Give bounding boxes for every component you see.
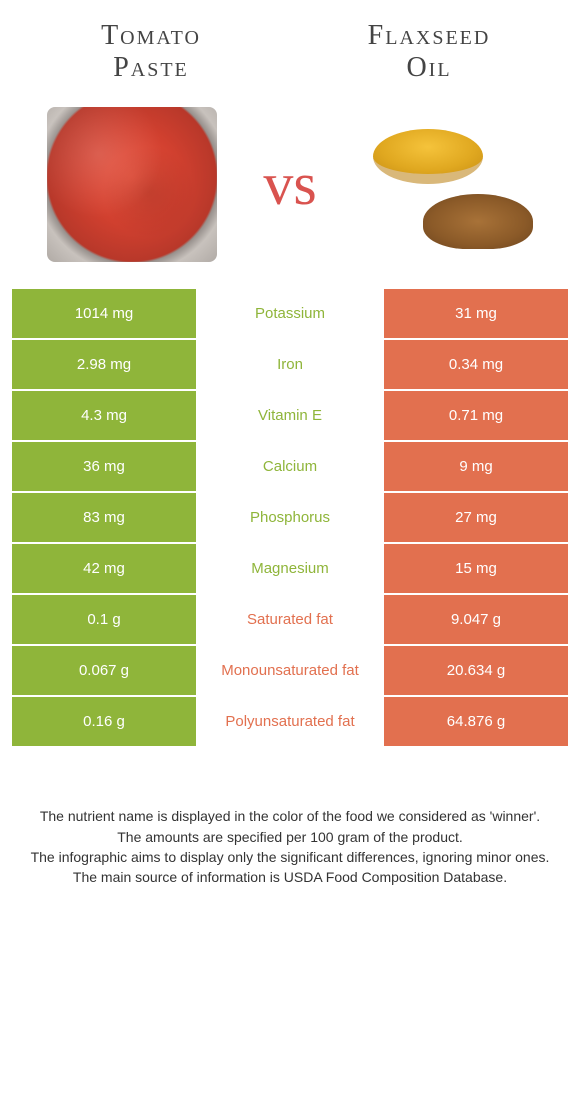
nutrient-name-cell: Potassium [198,289,382,338]
nutrient-row: 0.1 gSaturated fat9.047 g [12,595,568,644]
nutrient-name-cell: Polyunsaturated fat [198,697,382,746]
right-title-line1: Flaxseed [368,20,491,51]
nutrient-row: 83 mgPhosphorus27 mg [12,493,568,542]
nutrient-name-cell: Saturated fat [198,595,382,644]
vs-label: vs [263,150,316,219]
flaxseed-oil-icon [363,119,533,249]
right-value-cell: 0.34 mg [384,340,568,389]
nutrient-name-cell: Monounsaturated fat [198,646,382,695]
footer-line-4: The main source of information is USDA F… [22,867,558,887]
left-title-line2: Paste [113,52,189,83]
nutrient-table: 1014 mgPotassium31 mg2.98 mgIron0.34 mg4… [12,289,568,746]
header-row: Tomato Paste Flaxseed Oil [12,20,568,84]
left-value-cell: 0.067 g [12,646,196,695]
right-value-cell: 0.71 mg [384,391,568,440]
footer-line-1: The nutrient name is displayed in the co… [22,806,558,826]
nutrient-row: 36 mgCalcium9 mg [12,442,568,491]
left-value-cell: 83 mg [12,493,196,542]
left-value-cell: 1014 mg [12,289,196,338]
left-value-cell: 36 mg [12,442,196,491]
nutrient-row: 4.3 mgVitamin E0.71 mg [12,391,568,440]
right-value-cell: 9 mg [384,442,568,491]
left-food-title: Tomato Paste [12,20,290,84]
left-value-cell: 42 mg [12,544,196,593]
left-value-cell: 2.98 mg [12,340,196,389]
nutrient-row: 0.16 gPolyunsaturated fat64.876 g [12,697,568,746]
images-row: vs [12,104,568,264]
nutrient-name-cell: Iron [198,340,382,389]
footer-line-2: The amounts are specified per 100 gram o… [22,827,558,847]
right-value-cell: 15 mg [384,544,568,593]
left-food-image [42,104,222,264]
nutrient-name-cell: Calcium [198,442,382,491]
right-title-line2: Oil [406,52,451,83]
nutrient-row: 42 mgMagnesium15 mg [12,544,568,593]
nutrient-name-cell: Phosphorus [198,493,382,542]
nutrient-row: 1014 mgPotassium31 mg [12,289,568,338]
nutrient-row: 0.067 gMonounsaturated fat20.634 g [12,646,568,695]
left-value-cell: 0.1 g [12,595,196,644]
nutrient-name-cell: Vitamin E [198,391,382,440]
nutrient-row: 2.98 mgIron0.34 mg [12,340,568,389]
left-title-line1: Tomato [101,20,201,51]
left-value-cell: 0.16 g [12,697,196,746]
right-value-cell: 27 mg [384,493,568,542]
right-value-cell: 64.876 g [384,697,568,746]
infographic-container: Tomato Paste Flaxseed Oil vs 1014 mgPota… [0,0,580,918]
nutrient-name-cell: Magnesium [198,544,382,593]
footer-line-3: The infographic aims to display only the… [22,847,558,867]
right-value-cell: 31 mg [384,289,568,338]
right-food-image [358,104,538,264]
right-value-cell: 20.634 g [384,646,568,695]
left-value-cell: 4.3 mg [12,391,196,440]
right-value-cell: 9.047 g [384,595,568,644]
footer-notes: The nutrient name is displayed in the co… [12,806,568,887]
right-food-title: Flaxseed Oil [290,20,568,84]
tomato-paste-icon [47,107,217,262]
